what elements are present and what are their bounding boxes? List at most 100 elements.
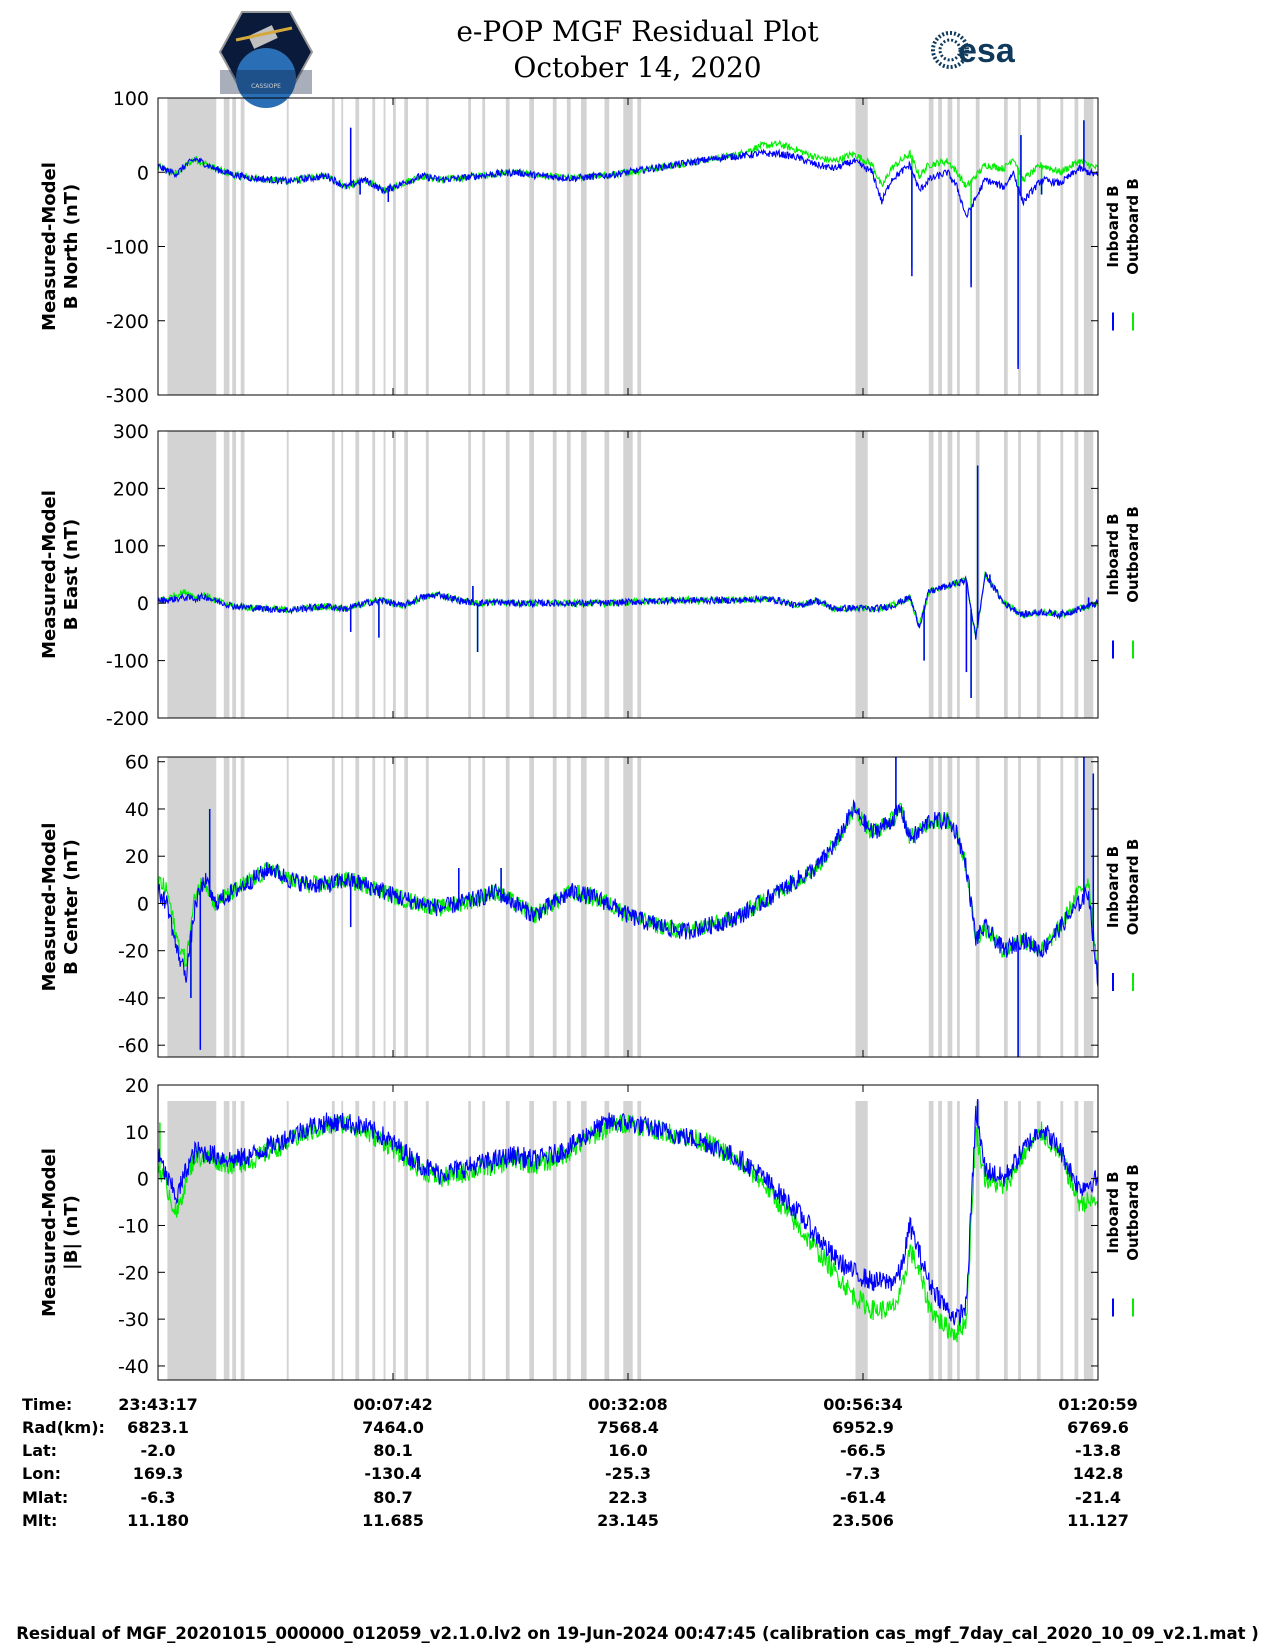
gap-band-22 xyxy=(637,431,642,718)
gap-band-1 xyxy=(223,757,230,1057)
gap-band-18 xyxy=(566,757,571,1057)
ytick-label-magnitude-4: -20 xyxy=(118,1262,149,1284)
gap-band-33 xyxy=(1074,757,1079,1057)
gap-band-6 xyxy=(341,1101,344,1380)
gap-band-8 xyxy=(372,98,376,395)
gap-band-21 xyxy=(623,1101,633,1380)
series-inboard-b-east xyxy=(158,572,1098,640)
info-value-4-2: -13.8 xyxy=(1074,1441,1122,1460)
gap-band-6 xyxy=(341,98,344,395)
ylabel-line1-center: Measured-Model xyxy=(39,823,60,992)
ylabel-north: Measured-ModelB North (nT) xyxy=(39,162,82,331)
logos: CASSIOPE esa xyxy=(218,11,1016,108)
gap-band-30 xyxy=(1018,1101,1021,1380)
gap-band-26 xyxy=(947,757,953,1057)
ytick-label-north-2: -100 xyxy=(106,237,149,259)
ylabel-line1-magnitude: Measured-Model xyxy=(39,1148,60,1317)
gap-band-25 xyxy=(938,98,942,395)
gap-band-32 xyxy=(1060,431,1064,718)
legend-magnitude: Inboard B Outboard B xyxy=(1104,1164,1142,1317)
info-value-2-3: -25.3 xyxy=(604,1464,652,1483)
gap-band-25 xyxy=(938,431,942,718)
gap-band-15 xyxy=(505,757,510,1057)
gap-band-13 xyxy=(468,98,472,395)
gap-band-9 xyxy=(383,98,386,395)
gap-band-24 xyxy=(928,1101,934,1380)
ytick-label-east-2: 100 xyxy=(113,536,149,558)
info-value-3-2: -66.5 xyxy=(839,1441,887,1460)
legend-east: Inboard B Outboard B xyxy=(1104,506,1142,659)
ytick-label-north-4: -300 xyxy=(106,385,149,407)
ytick-label-north-1: 0 xyxy=(137,162,149,184)
gap-band-33 xyxy=(1074,98,1079,395)
gap-band-3 xyxy=(240,431,245,718)
info-value-2-5: 23.145 xyxy=(597,1511,659,1530)
ytick-label-north-0: 100 xyxy=(113,88,149,110)
gap-band-16 xyxy=(529,1101,534,1380)
gap-band-7 xyxy=(355,98,360,395)
gap-band-10 xyxy=(393,431,396,718)
info-label-5: Mlt: xyxy=(22,1511,58,1530)
ylabel-line2-center: B Center (nT) xyxy=(61,839,82,975)
gap-band-29 xyxy=(1004,757,1008,1057)
ytick-label-center-2: 20 xyxy=(125,846,149,868)
gap-band-16 xyxy=(529,98,534,395)
gap-band-26 xyxy=(947,98,953,395)
gap-band-26 xyxy=(947,1101,953,1380)
gap-band-0 xyxy=(167,431,217,718)
gap-band-12 xyxy=(425,757,429,1057)
gap-band-4 xyxy=(286,431,289,718)
info-value-0-5: 11.180 xyxy=(127,1511,189,1530)
gap-band-29 xyxy=(1004,98,1008,395)
info-value-1-4: 80.7 xyxy=(373,1488,413,1507)
gap-band-9 xyxy=(383,1101,386,1380)
gap-band-2 xyxy=(232,98,237,395)
panel-east: 300 200 100 0 -100 -200 Measured-ModelB East (… xyxy=(39,421,1142,730)
ytick-label-center-4: -20 xyxy=(118,941,149,963)
gap-band-20 xyxy=(604,431,610,718)
gap-band-21 xyxy=(623,98,633,395)
info-value-3-3: -7.3 xyxy=(845,1464,881,1483)
gap-band-10 xyxy=(393,98,396,395)
gap-band-16 xyxy=(529,431,534,718)
gap-band-33 xyxy=(1074,1101,1079,1380)
ylabel-line2-magnitude: |B| (nT) xyxy=(61,1195,82,1270)
ytick-label-magnitude-6: -40 xyxy=(118,1356,149,1378)
gap-band-3 xyxy=(240,98,245,395)
legend-label-inboard-north: Inboard B xyxy=(1104,185,1122,267)
gap-band-30 xyxy=(1018,431,1021,718)
gap-band-1 xyxy=(223,1101,230,1380)
gap-band-27 xyxy=(957,1101,960,1380)
ylabel-line2-east: B East (nT) xyxy=(61,519,82,631)
gap-band-30 xyxy=(1018,757,1021,1057)
ytick-label-east-5: -200 xyxy=(106,708,149,730)
gap-band-18 xyxy=(566,98,571,395)
ylabel-east: Measured-ModelB East (nT) xyxy=(39,490,82,659)
info-value-0-4: -6.3 xyxy=(140,1488,176,1507)
panel-north: 100 0 -100 -200 -300 Measured-ModelB North (n… xyxy=(39,88,1142,407)
series-outboard-b-north xyxy=(158,139,1098,195)
info-value-2-2: 16.0 xyxy=(608,1441,648,1460)
gap-band-0 xyxy=(167,98,217,395)
ylabel-line1-north: Measured-Model xyxy=(39,162,60,331)
gap-band-32 xyxy=(1060,757,1064,1057)
gap-band-2 xyxy=(232,757,237,1057)
gap-band-1 xyxy=(223,98,230,395)
info-label-2: Lat: xyxy=(22,1441,58,1460)
gap-band-28 xyxy=(975,98,980,395)
title-line-2: October 14, 2020 xyxy=(513,51,762,84)
info-value-0-3: 169.3 xyxy=(132,1464,184,1483)
gap-band-27 xyxy=(957,431,960,718)
ytick-label-magnitude-3: -10 xyxy=(118,1215,149,1237)
gap-band-17 xyxy=(552,1101,557,1380)
gap-band-20 xyxy=(604,98,610,395)
ytick-label-north-3: -200 xyxy=(106,311,149,333)
ytick-label-east-3: 0 xyxy=(137,593,149,615)
gap-band-6 xyxy=(341,431,344,718)
info-value-1-1: 7464.0 xyxy=(362,1418,424,1437)
gap-band-19 xyxy=(581,98,587,395)
gap-band-17 xyxy=(552,757,557,1057)
gap-band-18 xyxy=(566,1101,571,1380)
info-value-4-1: 6769.6 xyxy=(1067,1418,1129,1437)
gap-band-24 xyxy=(928,757,934,1057)
